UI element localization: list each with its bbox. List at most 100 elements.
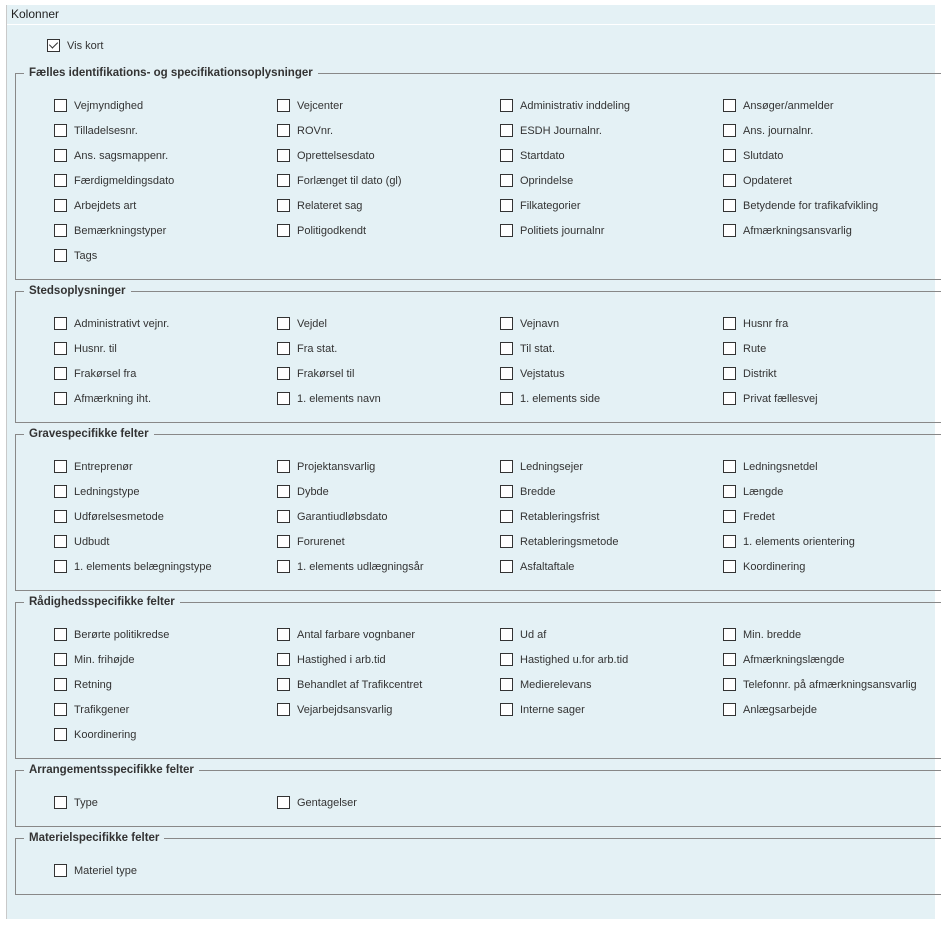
column-option[interactable]: Ansøger/anmelder bbox=[723, 93, 941, 118]
checkbox[interactable] bbox=[500, 317, 513, 330]
column-option[interactable]: Politigodkendt bbox=[277, 218, 500, 243]
checkbox[interactable] bbox=[500, 703, 513, 716]
column-option[interactable]: Koordinering bbox=[723, 554, 941, 579]
checkbox[interactable] bbox=[723, 392, 736, 405]
column-option[interactable]: Ud af bbox=[500, 622, 723, 647]
column-option[interactable]: Type bbox=[54, 790, 277, 815]
checkbox[interactable] bbox=[723, 560, 736, 573]
checkbox[interactable] bbox=[500, 510, 513, 523]
column-option[interactable]: Tags bbox=[54, 243, 277, 268]
checkbox[interactable] bbox=[54, 535, 67, 548]
checkbox[interactable] bbox=[500, 560, 513, 573]
checkbox[interactable] bbox=[277, 174, 290, 187]
column-option[interactable]: Interne sager bbox=[500, 697, 723, 722]
column-option[interactable]: Bredde bbox=[500, 479, 723, 504]
checkbox[interactable] bbox=[54, 317, 67, 330]
column-option[interactable]: Vejnavn bbox=[500, 311, 723, 336]
checkbox[interactable] bbox=[54, 124, 67, 137]
column-option[interactable]: Retning bbox=[54, 672, 277, 697]
checkbox[interactable] bbox=[500, 653, 513, 666]
column-option[interactable]: Oprindelse bbox=[500, 168, 723, 193]
checkbox[interactable] bbox=[723, 342, 736, 355]
checkbox[interactable] bbox=[500, 342, 513, 355]
checkbox[interactable] bbox=[277, 510, 290, 523]
checkbox[interactable] bbox=[277, 678, 290, 691]
checkbox[interactable] bbox=[723, 174, 736, 187]
column-option[interactable]: Asfaltaftale bbox=[500, 554, 723, 579]
column-option[interactable]: Fra stat. bbox=[277, 336, 500, 361]
column-option[interactable]: Administrativ inddeling bbox=[500, 93, 723, 118]
checkbox[interactable] bbox=[54, 249, 67, 262]
column-option[interactable]: Forurenet bbox=[277, 529, 500, 554]
checkbox[interactable] bbox=[277, 342, 290, 355]
checkbox-checked[interactable] bbox=[47, 39, 60, 52]
checkbox[interactable] bbox=[500, 392, 513, 405]
checkbox[interactable] bbox=[277, 124, 290, 137]
checkbox[interactable] bbox=[723, 317, 736, 330]
column-option[interactable]: Privat fællesvej bbox=[723, 386, 941, 411]
checkbox[interactable] bbox=[54, 149, 67, 162]
checkbox[interactable] bbox=[723, 367, 736, 380]
column-option[interactable]: 1. elements udlægningsår bbox=[277, 554, 500, 579]
column-option[interactable]: Min. bredde bbox=[723, 622, 941, 647]
checkbox[interactable] bbox=[500, 628, 513, 641]
checkbox[interactable] bbox=[723, 485, 736, 498]
checkbox[interactable] bbox=[723, 653, 736, 666]
checkbox[interactable] bbox=[500, 174, 513, 187]
checkbox[interactable] bbox=[54, 367, 67, 380]
checkbox[interactable] bbox=[277, 485, 290, 498]
column-option[interactable]: Behandlet af Trafikcentret bbox=[277, 672, 500, 697]
checkbox[interactable] bbox=[54, 199, 67, 212]
column-option[interactable]: Tilladelsesnr. bbox=[54, 118, 277, 143]
checkbox[interactable] bbox=[54, 678, 67, 691]
column-option[interactable]: Entreprenør bbox=[54, 454, 277, 479]
checkbox[interactable] bbox=[277, 653, 290, 666]
column-option[interactable]: Fredet bbox=[723, 504, 941, 529]
checkbox[interactable] bbox=[723, 678, 736, 691]
column-option[interactable]: Medierelevans bbox=[500, 672, 723, 697]
checkbox[interactable] bbox=[723, 224, 736, 237]
checkbox[interactable] bbox=[723, 510, 736, 523]
column-option[interactable]: ESDH Journalnr. bbox=[500, 118, 723, 143]
column-option[interactable]: 1. elements navn bbox=[277, 386, 500, 411]
column-option[interactable]: Vejcenter bbox=[277, 93, 500, 118]
column-option[interactable]: Arbejdets art bbox=[54, 193, 277, 218]
column-option[interactable]: Anlægsarbejde bbox=[723, 697, 941, 722]
column-option[interactable]: Husnr. til bbox=[54, 336, 277, 361]
checkbox[interactable] bbox=[277, 703, 290, 716]
checkbox[interactable] bbox=[54, 485, 67, 498]
column-option[interactable]: Opdateret bbox=[723, 168, 941, 193]
checkbox[interactable] bbox=[277, 535, 290, 548]
checkbox[interactable] bbox=[54, 392, 67, 405]
column-option[interactable]: Startdato bbox=[500, 143, 723, 168]
checkbox[interactable] bbox=[54, 99, 67, 112]
column-option[interactable]: Filkategorier bbox=[500, 193, 723, 218]
column-option[interactable]: Trafikgener bbox=[54, 697, 277, 722]
checkbox[interactable] bbox=[723, 124, 736, 137]
column-option[interactable]: Afmærkning iht. bbox=[54, 386, 277, 411]
column-option[interactable]: Hastighed u.for arb.tid bbox=[500, 647, 723, 672]
checkbox[interactable] bbox=[277, 367, 290, 380]
checkbox[interactable] bbox=[277, 560, 290, 573]
checkbox[interactable] bbox=[500, 535, 513, 548]
checkbox[interactable] bbox=[500, 678, 513, 691]
column-option[interactable]: Vejmyndighed bbox=[54, 93, 277, 118]
column-option[interactable]: Administrativt vejnr. bbox=[54, 311, 277, 336]
checkbox[interactable] bbox=[500, 199, 513, 212]
column-option[interactable]: Ans. sagsmappenr. bbox=[54, 143, 277, 168]
checkbox[interactable] bbox=[277, 199, 290, 212]
column-option[interactable]: Slutdato bbox=[723, 143, 941, 168]
checkbox[interactable] bbox=[277, 99, 290, 112]
checkbox[interactable] bbox=[277, 149, 290, 162]
column-option[interactable]: Længde bbox=[723, 479, 941, 504]
checkbox[interactable] bbox=[54, 460, 67, 473]
column-option[interactable]: Udførelsesmetode bbox=[54, 504, 277, 529]
checkbox[interactable] bbox=[54, 703, 67, 716]
column-option[interactable]: Frakørsel fra bbox=[54, 361, 277, 386]
column-option[interactable]: Garantiudløbsdato bbox=[277, 504, 500, 529]
column-option[interactable]: 1. elements side bbox=[500, 386, 723, 411]
column-option[interactable]: Retableringsmetode bbox=[500, 529, 723, 554]
column-option[interactable]: 1. elements orientering bbox=[723, 529, 941, 554]
column-option[interactable]: 1. elements belægningstype bbox=[54, 554, 277, 579]
column-option[interactable]: Vejdel bbox=[277, 311, 500, 336]
